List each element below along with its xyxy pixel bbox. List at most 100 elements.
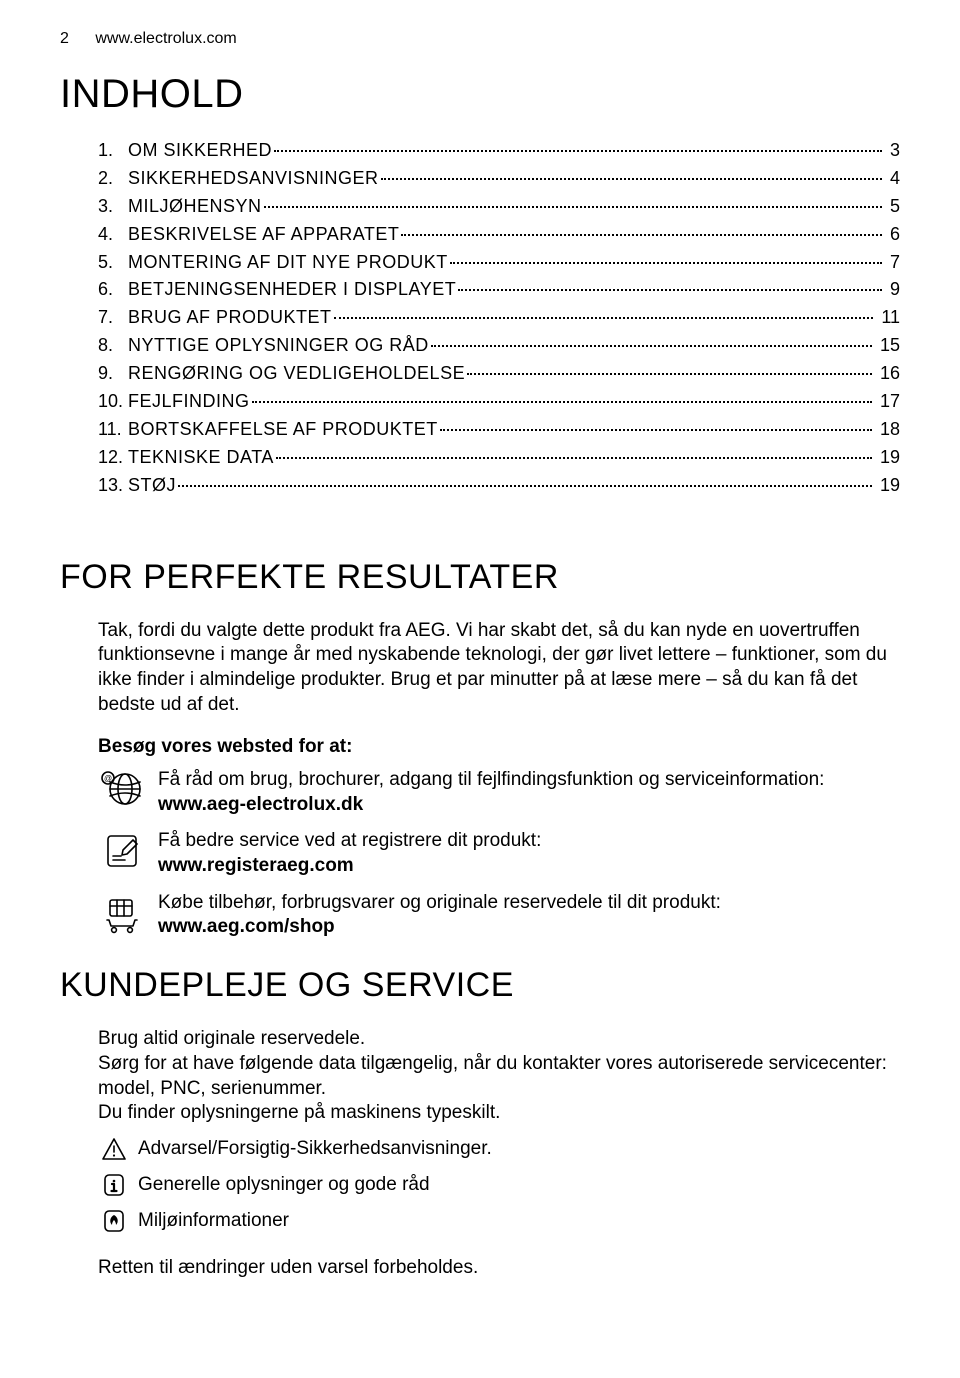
- toc-label: MILJØHENSYN: [128, 193, 262, 221]
- toc-label: FEJLFINDING: [128, 388, 250, 416]
- toc-dots: [381, 178, 882, 180]
- toc-row: 8.NYTTIGE OPLYSNINGER OG RÅD 15: [98, 332, 900, 360]
- page: 2 www.electrolux.com INDHOLD 1.OM SIKKER…: [0, 0, 960, 1378]
- toc-number: 9.: [98, 360, 128, 388]
- website-item-text: Få råd om brug, brochurer, adgang til fe…: [158, 768, 824, 793]
- toc-label: RENGØRING OG VEDLIGEHOLDELSE: [128, 360, 465, 388]
- website-item-text: Få bedre service ved at registrere dit p…: [158, 829, 541, 854]
- toc-number: 8.: [98, 332, 128, 360]
- toc-row: 13.STØJ19: [98, 472, 900, 500]
- service-paragraph: Brug altid originale reservedele.: [98, 1027, 900, 1052]
- service-block: Brug altid originale reservedele.Sørg fo…: [98, 1027, 900, 1280]
- toc-row: 11.BORTSKAFFELSE AF PRODUKTET 18: [98, 416, 900, 444]
- website-item-text: Købe tilbehør, forbrugsvarer og original…: [158, 891, 721, 916]
- toc-label: BESKRIVELSE AF APPARATET: [128, 221, 399, 249]
- header-url: www.electrolux.com: [95, 30, 236, 47]
- toc-number: 5.: [98, 249, 128, 277]
- toc-page: 5: [886, 193, 900, 221]
- toc-page: 7: [886, 249, 900, 277]
- toc-row: 3.MILJØHENSYN 5: [98, 193, 900, 221]
- toc-row: 9.RENGØRING OG VEDLIGEHOLDELSE 16: [98, 360, 900, 388]
- title-indhold: INDHOLD: [60, 72, 900, 117]
- toc-number: 11.: [98, 416, 128, 444]
- toc-row: 12.TEKNISKE DATA 19: [98, 444, 900, 472]
- service-icon-row: Generelle oplysninger og gode råd: [98, 1172, 900, 1198]
- toc-dots: [252, 401, 872, 403]
- footer-note: Retten til ændringer uden varsel forbeho…: [98, 1256, 900, 1281]
- globe-at-icon: @: [99, 767, 145, 811]
- website-item-link: www.aeg.com/shop: [158, 915, 721, 940]
- website-item: @ Få råd om brug, brochurer, adgang til f…: [98, 766, 900, 817]
- website-item: Få bedre service ved at registrere dit p…: [98, 827, 900, 878]
- service-paragraph: Du finder oplysningerne på maskinens typ…: [98, 1101, 900, 1126]
- toc-dots: [178, 485, 872, 487]
- toc-row: 5.MONTERING AF DIT NYE PRODUKT 7: [98, 249, 900, 277]
- section-results-title: FOR PERFEKTE RESULTATER: [60, 558, 900, 597]
- toc-page: 19: [876, 444, 900, 472]
- toc-dots: [264, 206, 882, 208]
- info-icon: [100, 1172, 128, 1198]
- website-item-link: www.registeraeg.com: [158, 854, 541, 879]
- toc-page: 16: [876, 360, 900, 388]
- toc-page: 15: [876, 332, 900, 360]
- toc-page: 11: [877, 304, 900, 332]
- toc-number: 12.: [98, 444, 128, 472]
- service-paragraph: Sørg for at have følgende data tilgængel…: [98, 1052, 900, 1101]
- svg-text:@: @: [104, 774, 112, 783]
- website-item: Købe tilbehør, forbrugsvarer og original…: [98, 889, 900, 940]
- service-icon-row: Advarsel/Forsigtig-Sikkerhedsanvisninger…: [98, 1136, 900, 1162]
- table-of-contents: 1.OM SIKKERHED32.SIKKERHEDSANVISNINGER43…: [98, 137, 900, 500]
- eco-icon: [100, 1208, 128, 1234]
- toc-dots: [450, 262, 882, 264]
- results-block: Tak, fordi du valgte dette produkt fra A…: [98, 619, 900, 941]
- toc-number: 7.: [98, 304, 128, 332]
- website-list: @ Få råd om brug, brochurer, adgang til f…: [98, 766, 900, 940]
- toc-number: 4.: [98, 221, 128, 249]
- toc-row: 7.BRUG AF PRODUKTET 11: [98, 304, 900, 332]
- warning-icon: [100, 1136, 128, 1162]
- toc-label: OM SIKKERHED: [128, 137, 272, 165]
- toc-row: 10.FEJLFINDING17: [98, 388, 900, 416]
- toc-row: 2.SIKKERHEDSANVISNINGER 4: [98, 165, 900, 193]
- toc-page: 9: [886, 276, 900, 304]
- toc-dots: [440, 429, 872, 431]
- page-header: 2 www.electrolux.com: [60, 30, 900, 48]
- toc-page: 6: [886, 221, 900, 249]
- toc-label: BRUG AF PRODUKTET: [128, 304, 332, 332]
- toc-number: 6.: [98, 276, 128, 304]
- toc-dots: [467, 373, 872, 375]
- section-service-title: KUNDEPLEJE OG SERVICE: [60, 966, 900, 1005]
- toc-label: MONTERING AF DIT NYE PRODUKT: [128, 249, 448, 277]
- page-number: 2: [60, 30, 69, 48]
- toc-dots: [458, 289, 882, 291]
- toc-label: SIKKERHEDSANVISNINGER: [128, 165, 379, 193]
- toc-number: 1.: [98, 137, 128, 165]
- toc-number: 13.: [98, 472, 128, 500]
- service-icon-text: Miljøinformationer: [130, 1209, 289, 1234]
- visit-website-heading: Besøg vores websted for at:: [98, 735, 900, 760]
- service-icon-text: Generelle oplysninger og gode råd: [130, 1173, 430, 1198]
- toc-dots: [334, 317, 874, 319]
- toc-row: 1.OM SIKKERHED 3: [98, 137, 900, 165]
- toc-label: TEKNISKE DATA: [128, 444, 274, 472]
- toc-page: 4: [886, 165, 900, 193]
- toc-dots: [274, 150, 882, 152]
- register-icon: [99, 828, 145, 872]
- toc-row: 6.BETJENINGSENHEDER I DISPLAYET 9: [98, 276, 900, 304]
- toc-label: NYTTIGE OPLYSNINGER OG RÅD: [128, 332, 429, 360]
- toc-page: 3: [886, 137, 900, 165]
- toc-dots: [276, 457, 872, 459]
- toc-dots: [431, 345, 872, 347]
- service-icon-text: Advarsel/Forsigtig-Sikkerhedsanvisninger…: [130, 1137, 492, 1162]
- website-item-link: www.aeg-electrolux.dk: [158, 793, 824, 818]
- toc-label: BORTSKAFFELSE AF PRODUKTET: [128, 416, 438, 444]
- toc-dots: [401, 234, 882, 236]
- toc-row: 4.BESKRIVELSE AF APPARATET 6: [98, 221, 900, 249]
- service-icon-row: Miljøinformationer: [98, 1208, 900, 1234]
- toc-page: 18: [876, 416, 900, 444]
- toc-page: 17: [876, 388, 900, 416]
- results-paragraph: Tak, fordi du valgte dette produkt fra A…: [98, 619, 900, 718]
- toc-label: BETJENINGSENHEDER I DISPLAYET: [128, 276, 456, 304]
- toc-number: 3.: [98, 193, 128, 221]
- toc-number: 2.: [98, 165, 128, 193]
